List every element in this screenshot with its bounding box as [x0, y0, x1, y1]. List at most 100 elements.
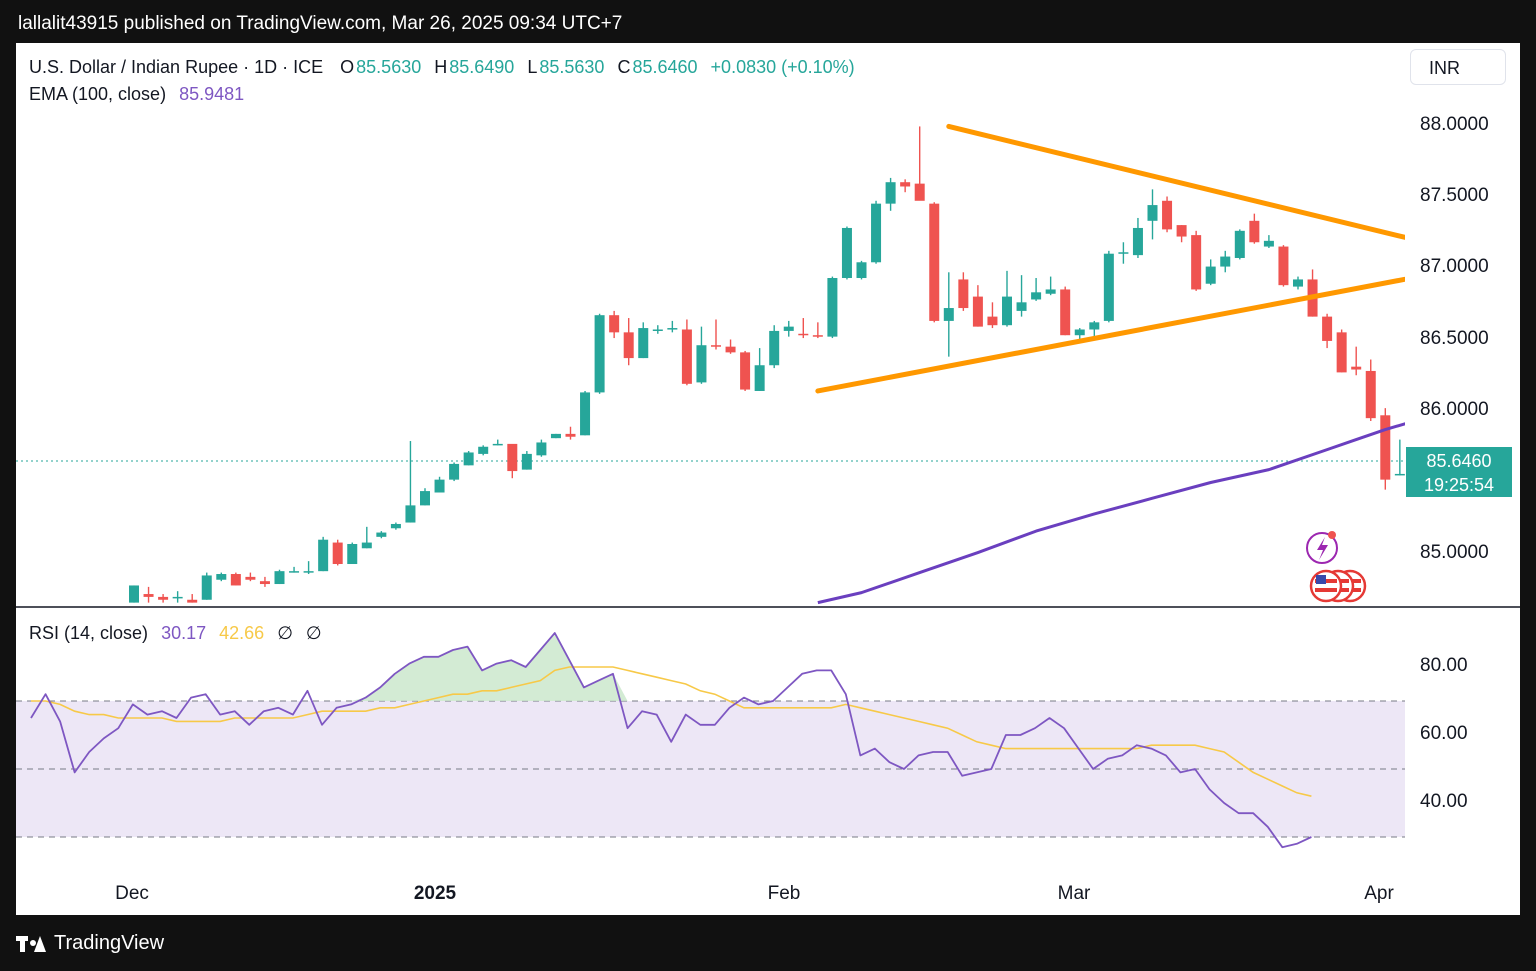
candle-body — [521, 453, 532, 470]
candle-body — [812, 335, 823, 337]
y-tick: 87.0000 — [1420, 256, 1489, 277]
candle-body — [536, 442, 547, 456]
candle-body — [841, 227, 852, 279]
candle-body — [1322, 316, 1333, 341]
candle-body — [434, 479, 445, 493]
price-pane — [129, 123, 1405, 605]
candle-body — [187, 599, 198, 603]
candle-body — [1293, 279, 1303, 287]
candle-body — [594, 315, 605, 393]
candle-body — [871, 203, 882, 263]
x-tick-mar: Mar — [1057, 883, 1091, 904]
last-price-value: 85.6460 — [1426, 451, 1492, 471]
candle-body — [696, 345, 707, 383]
candle-body — [230, 574, 241, 586]
candle-body — [405, 505, 416, 523]
last-price-tag: 85.6460 19:25:54 — [1406, 447, 1512, 497]
candle-body — [769, 330, 780, 366]
notification-dot-icon — [1328, 531, 1336, 539]
trendline-upper — [946, 123, 1405, 240]
candle-body — [623, 332, 634, 359]
candle-body — [1191, 235, 1202, 290]
candle-body — [376, 532, 387, 537]
candle-body — [347, 543, 358, 565]
rsi-value: 30.17 — [161, 623, 207, 643]
candle-body — [1060, 289, 1071, 336]
candle-body — [900, 182, 911, 187]
x-tick-apr: Apr — [1364, 883, 1394, 904]
candle-body — [274, 571, 285, 585]
open-value: 85.5630 — [356, 57, 422, 77]
candle-body — [492, 443, 503, 446]
close-label: C — [617, 57, 631, 77]
candle-body — [725, 346, 736, 353]
candle-body — [129, 585, 139, 603]
candle-body — [420, 491, 430, 506]
rsi-y-tick: 80.00 — [1420, 655, 1468, 676]
candle-body — [827, 278, 838, 337]
bar-countdown: 19:25:54 — [1423, 475, 1495, 495]
candle-body — [318, 539, 329, 572]
candle-body — [1176, 225, 1187, 237]
candle-body — [856, 262, 867, 279]
candle-body — [958, 279, 969, 309]
low-label: L — [527, 57, 538, 77]
low-value: 85.5630 — [539, 57, 605, 77]
candle-body — [943, 308, 954, 321]
candle-body — [885, 182, 896, 204]
candle-body — [361, 542, 372, 549]
x-tick-2025: 2025 — [413, 883, 457, 904]
candle-body — [972, 296, 983, 327]
ema-legend[interactable]: EMA (100, close) 85.9481 — [29, 84, 246, 105]
candle-body — [143, 594, 154, 597]
close-value: 85.6460 — [632, 57, 698, 77]
candle-body — [1365, 370, 1376, 419]
candle-body — [1103, 253, 1114, 321]
high-label: H — [434, 57, 448, 77]
rsi-ma-value: 42.66 — [219, 623, 265, 643]
candle-body — [1278, 246, 1289, 286]
candle-body — [1147, 205, 1158, 221]
candle-body — [303, 571, 314, 573]
chart-canvas[interactable] — [16, 43, 1520, 915]
candle-body — [783, 326, 794, 331]
y-tick: 87.5000 — [1420, 185, 1489, 206]
candle-body — [1031, 292, 1042, 300]
candle-body — [754, 365, 765, 391]
footer-brand[interactable]: TradingView — [16, 932, 164, 955]
ema-value: 85.9481 — [179, 84, 245, 104]
candle-body — [201, 575, 212, 600]
candle-body — [172, 596, 183, 599]
candle-body — [1220, 256, 1231, 267]
brand-name: TradingView — [54, 932, 165, 954]
candle-body — [638, 328, 649, 359]
rsi-y-tick: 40.00 — [1420, 791, 1468, 812]
candle-body — [216, 574, 227, 580]
candle-body — [565, 433, 576, 437]
rsi-y-tick: 60.00 — [1420, 723, 1468, 744]
candle-body — [798, 333, 809, 336]
candle-body — [1132, 227, 1143, 256]
candle-body — [1162, 200, 1173, 230]
x-tick-dec: Dec — [115, 883, 149, 904]
candle-body — [463, 452, 474, 466]
ema-label: EMA (100, close) — [29, 84, 167, 104]
candle-body — [1336, 332, 1347, 373]
rsi-legend[interactable]: RSI (14, close) 30.17 42.66 ∅ ∅ — [29, 623, 324, 644]
candle-body — [332, 542, 343, 565]
rsi-ma-line — [31, 666, 1312, 797]
candle-body — [1089, 322, 1100, 330]
candle-body — [507, 443, 518, 472]
candle-body — [652, 329, 663, 331]
currency-selector[interactable]: INR — [1410, 49, 1506, 85]
candle-body — [289, 571, 300, 573]
candle-body — [449, 463, 460, 480]
rsi-line — [30, 632, 1312, 849]
candle-body — [987, 316, 998, 326]
candle-body — [158, 596, 169, 600]
candle-body — [1351, 366, 1362, 370]
candle-body — [740, 352, 751, 390]
candle-body — [1394, 473, 1405, 476]
